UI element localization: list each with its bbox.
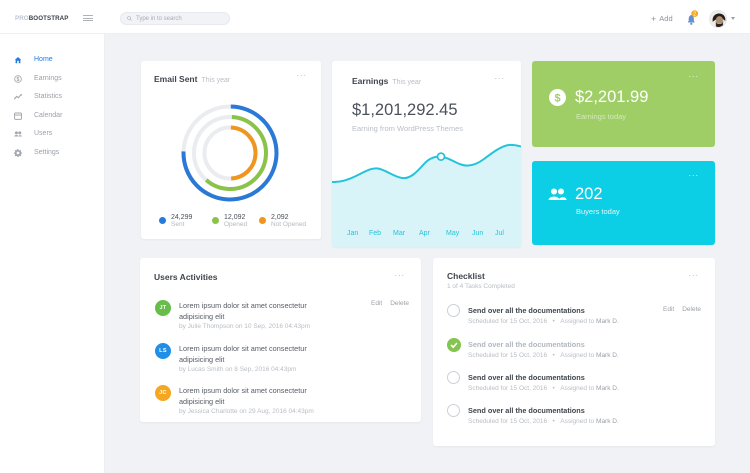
svg-text:2: 2: [693, 12, 696, 18]
svg-text:$: $: [554, 93, 560, 105]
svg-text:$: $: [17, 76, 20, 82]
